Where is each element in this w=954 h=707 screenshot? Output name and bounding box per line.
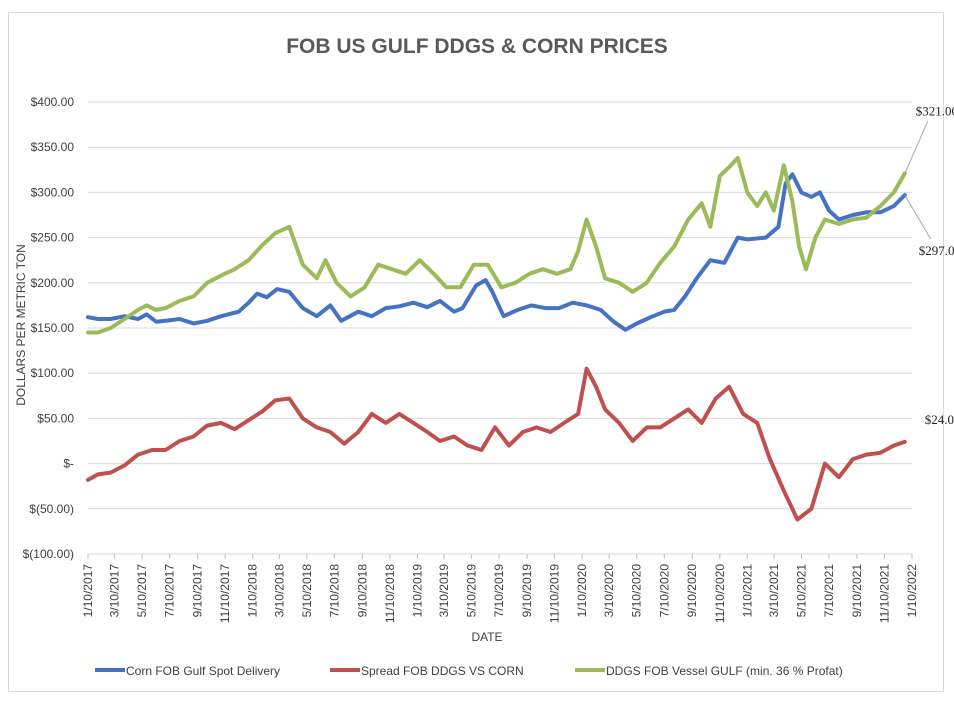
x-tick-label: 11/10/2019 xyxy=(548,564,562,623)
y-tick-label: $(100.00) xyxy=(23,547,74,561)
x-tick-label: 9/10/2017 xyxy=(191,564,205,618)
series-lines xyxy=(86,156,907,522)
x-tick-label: 7/10/2019 xyxy=(492,564,506,618)
x-tick-label: 5/10/2020 xyxy=(630,564,644,618)
series-line-2 xyxy=(86,156,907,335)
annotation-label: $24.00 xyxy=(925,412,954,427)
x-tick-label: 11/10/2018 xyxy=(383,564,397,623)
x-tick-label: 1/10/2021 xyxy=(740,564,754,618)
x-tick-label: 3/10/2020 xyxy=(602,564,616,618)
legend: Corn FOB Gulf Spot Delivery Spread FOB DD… xyxy=(95,664,843,678)
x-tick-label: 1/10/2017 xyxy=(81,564,95,618)
series-line-1 xyxy=(86,366,907,522)
x-tick-label: 9/10/2019 xyxy=(520,564,534,618)
y-tick-label: $(50.00) xyxy=(29,502,74,516)
x-tick-label: 11/10/2020 xyxy=(713,564,727,623)
x-tick-label: 3/10/2018 xyxy=(272,564,286,618)
legend-label-2: DDGS FOB Vessel GULF (min. 36 % Profat) xyxy=(606,664,843,678)
x-tick-label: 5/10/2017 xyxy=(135,564,149,618)
y-tick-label: $100.00 xyxy=(31,366,75,380)
x-tick-label: 5/10/2019 xyxy=(465,564,479,618)
y-tick-label: $400.00 xyxy=(31,95,75,109)
x-tick-label: 3/10/2017 xyxy=(108,564,122,618)
annotation-label: $321.00 xyxy=(916,103,954,118)
series-line-0 xyxy=(86,172,907,332)
x-tick-label: 5/10/2018 xyxy=(300,564,314,618)
x-tick-label: 3/10/2019 xyxy=(437,564,451,618)
x-tick-label: 9/10/2018 xyxy=(355,564,369,618)
value-annotations: $321.00 $297.00 $24.00 xyxy=(904,103,954,427)
annotation-label: $297.00 xyxy=(919,243,954,258)
y-axis-ticks: $(100.00) $(50.00) $- $50.00 $100.00 $150.00 $… xyxy=(23,95,75,561)
x-tick-label: 7/10/2020 xyxy=(657,564,671,618)
x-tick-label: 1/10/2018 xyxy=(246,564,260,618)
y-tick-label: $350.00 xyxy=(31,140,75,154)
y-tick-label: $300.00 xyxy=(31,185,75,199)
x-axis-ticks: 1/10/2017 3/10/2017 5/10/2017 7/10/2017 9/10… xyxy=(81,554,919,623)
y-tick-label: $50.00 xyxy=(37,411,74,425)
y-axis-label: DOLLARS PER METRIC TON xyxy=(14,244,28,406)
y-tick-label: $150.00 xyxy=(31,321,75,335)
annotation-leader xyxy=(904,194,932,240)
annotation-leader xyxy=(904,121,929,174)
legend-label-0: Corn FOB Gulf Spot Delivery xyxy=(126,664,280,678)
x-tick-label: 11/10/2021 xyxy=(877,564,891,623)
x-tick-label: 5/10/2021 xyxy=(794,564,808,618)
x-tick-label: 7/10/2018 xyxy=(327,564,341,618)
x-tick-label: 9/10/2020 xyxy=(685,564,699,618)
x-tick-label: 9/10/2021 xyxy=(850,564,864,618)
legend-label-1: Spread FOB DDGS VS CORN xyxy=(361,664,524,678)
x-tick-label: 11/10/2017 xyxy=(218,564,232,623)
chart-frame xyxy=(8,12,944,692)
y-tick-label: $200.00 xyxy=(31,276,75,290)
x-tick-label: 1/10/2022 xyxy=(905,564,919,618)
y-tick-label: $250.00 xyxy=(31,231,75,245)
x-tick-label: 3/10/2021 xyxy=(767,564,781,618)
x-tick-label: 7/10/2021 xyxy=(822,564,836,618)
gridlines xyxy=(88,101,912,555)
x-tick-label: 1/10/2019 xyxy=(410,564,424,618)
x-tick-label: 1/10/2020 xyxy=(575,564,589,618)
chart-title: FOB US GULF DDGS & CORN PRICES xyxy=(286,35,668,58)
x-axis-label: DATE xyxy=(471,630,502,644)
x-tick-label: 7/10/2017 xyxy=(163,564,177,618)
y-tick-label: $- xyxy=(63,457,74,471)
